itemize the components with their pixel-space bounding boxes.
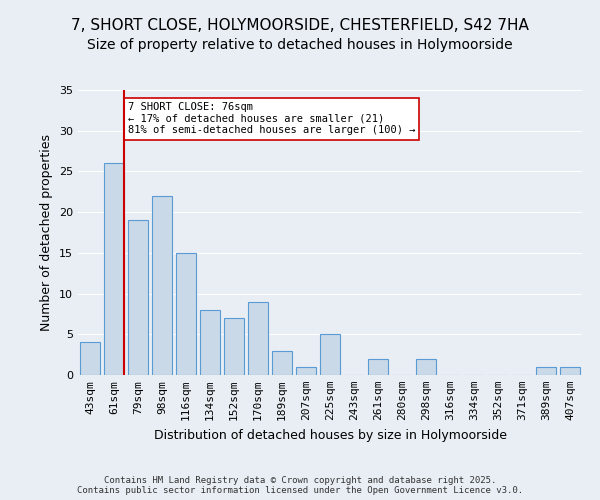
Y-axis label: Number of detached properties: Number of detached properties: [40, 134, 53, 331]
Bar: [224, 318, 244, 375]
Bar: [80, 342, 100, 375]
Bar: [416, 358, 436, 375]
Bar: [536, 367, 556, 375]
Bar: [152, 196, 172, 375]
Bar: [368, 358, 388, 375]
Text: Contains HM Land Registry data © Crown copyright and database right 2025.
Contai: Contains HM Land Registry data © Crown c…: [77, 476, 523, 495]
Bar: [296, 367, 316, 375]
Bar: [248, 302, 268, 375]
Bar: [272, 350, 292, 375]
Bar: [176, 253, 196, 375]
Bar: [128, 220, 148, 375]
Text: 7 SHORT CLOSE: 76sqm
← 17% of detached houses are smaller (21)
81% of semi-detac: 7 SHORT CLOSE: 76sqm ← 17% of detached h…: [128, 102, 415, 136]
Bar: [200, 310, 220, 375]
Bar: [320, 334, 340, 375]
Bar: [104, 164, 124, 375]
Bar: [560, 367, 580, 375]
Text: 7, SHORT CLOSE, HOLYMOORSIDE, CHESTERFIELD, S42 7HA: 7, SHORT CLOSE, HOLYMOORSIDE, CHESTERFIE…: [71, 18, 529, 32]
Text: Size of property relative to detached houses in Holymoorside: Size of property relative to detached ho…: [87, 38, 513, 52]
X-axis label: Distribution of detached houses by size in Holymoorside: Distribution of detached houses by size …: [154, 428, 506, 442]
